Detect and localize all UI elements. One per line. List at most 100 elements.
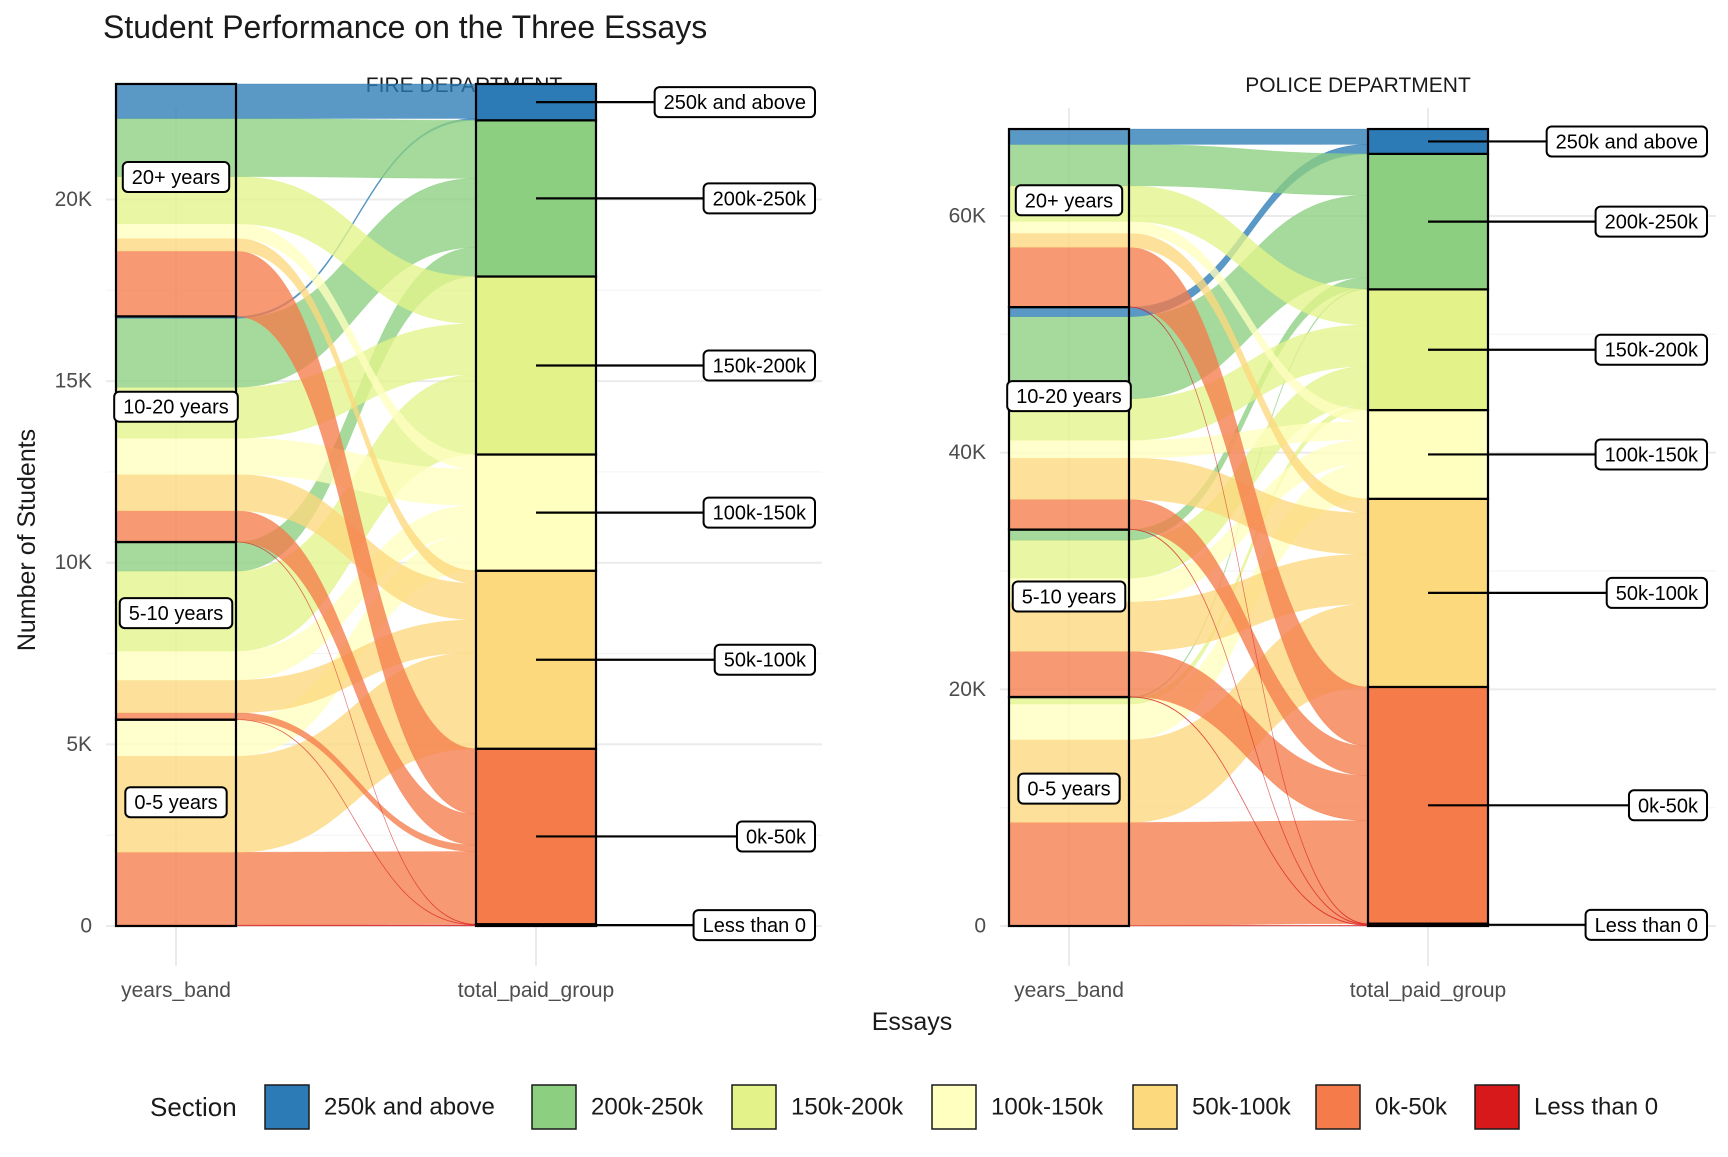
- label-150k-200k: 150k-200k: [702, 349, 816, 382]
- y-axis-label: Number of Students: [13, 429, 41, 651]
- label-10-20-years-box: [1006, 380, 1132, 413]
- strata-years-band: [114, 82, 238, 928]
- legend-swatch: [1132, 1084, 1178, 1130]
- label-100k-150k-box: [1594, 438, 1708, 471]
- legend-item-100k-150k: 100k-150k: [931, 1084, 1104, 1130]
- legend-swatch: [264, 1084, 310, 1130]
- label-less-than-0-text: Less than 0: [703, 915, 806, 937]
- legend-swatch: [1315, 1084, 1361, 1130]
- label-200k-250k-box: [702, 182, 816, 215]
- label-150k-200k-text: 150k-200k: [1605, 340, 1699, 362]
- x-tick-label: total_paid_group: [458, 979, 614, 1002]
- label-10-20-years: 10-20 years: [1006, 380, 1132, 413]
- label-20plus-years: 20+ years: [121, 160, 231, 193]
- label-250k-and-above: 250k and above: [653, 86, 816, 119]
- x-tick-label: total_paid_group: [1350, 979, 1506, 1002]
- y-tick-label: 5K: [66, 733, 92, 756]
- legend-label: 0k-50k: [1375, 1094, 1448, 1121]
- legend-label: 200k-250k: [591, 1094, 704, 1121]
- flow-20plus-years-to-250k-and-above: [1008, 128, 1369, 145]
- label-less-than-0-text: Less than 0: [1595, 915, 1698, 937]
- stratum-20plus-years: [1007, 127, 1131, 309]
- label-20plus-years-box: [121, 160, 231, 193]
- panel-title: POLICE DEPARTMENT: [1245, 74, 1471, 97]
- y-tick-label: 10K: [55, 551, 92, 574]
- label-10-20-years-text: 10-20 years: [1016, 386, 1122, 408]
- label-250k-and-above-box: [1545, 125, 1708, 158]
- label-0k-50k: 0k-50k: [735, 820, 816, 853]
- chart-title: Student Performance on the Three Essays: [103, 9, 707, 45]
- label-0-5-years-text: 0-5 years: [1027, 779, 1110, 801]
- legend: Section 250k and above 200k-250k 150k-200k 1…: [150, 1084, 1658, 1130]
- legend-item-50k-100k: 50k-100k: [1132, 1084, 1292, 1130]
- legend-label: 150k-200k: [791, 1094, 904, 1121]
- label-less-than-0-box: [1584, 908, 1708, 941]
- stratum-20plus-years: [114, 82, 238, 318]
- label-5-10-years-box: [118, 597, 234, 630]
- label-10-20-years: 10-20 years: [113, 390, 239, 423]
- label-150k-200k-box: [702, 349, 816, 382]
- label-100k-150k-text: 100k-150k: [1605, 444, 1699, 466]
- legend-label: 50k-100k: [1192, 1094, 1292, 1121]
- label-200k-250k-text: 200k-250k: [1605, 212, 1699, 234]
- legend-item-200k-250k: 200k-250k: [531, 1084, 704, 1130]
- label-100k-150k: 100k-150k: [702, 496, 816, 529]
- label-0-5-years-text: 0-5 years: [134, 792, 217, 814]
- label-0k-50k: 0k-50k: [1627, 789, 1708, 822]
- label-50k-100k: 50k-100k: [1605, 576, 1708, 609]
- label-250k-and-above-box: [653, 86, 816, 119]
- legend-title: Section: [150, 1092, 237, 1122]
- label-20plus-years-box: [1014, 184, 1124, 217]
- label-0k-50k-text: 0k-50k: [1638, 795, 1699, 817]
- label-less-than-0-box: [692, 909, 816, 942]
- legend-item-150k-200k: 150k-200k: [731, 1084, 904, 1130]
- strata-total-paid-group: [474, 82, 598, 928]
- label-less-than-0: Less than 0: [1584, 908, 1708, 941]
- label-150k-200k-box: [1594, 333, 1708, 366]
- label-50k-100k-box: [1605, 576, 1708, 609]
- y-tick-label: 0: [974, 915, 986, 938]
- label-200k-250k: 200k-250k: [1594, 205, 1708, 238]
- strata-years-band: [1007, 127, 1131, 928]
- y-tick-label: 15K: [55, 370, 92, 393]
- y-tick-label: 0: [80, 915, 92, 938]
- label-150k-200k-text: 150k-200k: [713, 355, 807, 377]
- legend-item-less-than-0: Less than 0: [1474, 1084, 1658, 1130]
- label-5-10-years: 5-10 years: [1011, 580, 1127, 613]
- label-5-10-years-text: 5-10 years: [129, 603, 224, 625]
- label-10-20-years-text: 10-20 years: [123, 397, 229, 419]
- legend-swatch: [531, 1084, 577, 1130]
- legend-label: 250k and above: [324, 1094, 495, 1121]
- label-0k-50k-text: 0k-50k: [746, 826, 807, 848]
- label-50k-100k-text: 50k-100k: [1616, 583, 1699, 605]
- flow-20plus-years-to-250k-and-above: [115, 83, 477, 119]
- label-100k-150k-text: 100k-150k: [713, 503, 807, 525]
- y-tick-label: 40K: [949, 441, 986, 464]
- label-50k-100k: 50k-100k: [713, 643, 816, 676]
- label-100k-150k: 100k-150k: [1594, 438, 1708, 471]
- label-0-5-years-box: [124, 786, 228, 819]
- x-tick-label: years_band: [1014, 979, 1124, 1002]
- flow-0-5-years-to-0k-50k: [115, 851, 477, 926]
- label-50k-100k-box: [713, 643, 816, 676]
- label-200k-250k: 200k-250k: [702, 182, 816, 215]
- y-tick-label: 60K: [949, 205, 986, 228]
- label-150k-200k: 150k-200k: [1594, 333, 1708, 366]
- y-tick-label: 20K: [55, 188, 92, 211]
- label-250k-and-above-text: 250k and above: [664, 92, 806, 114]
- legend-item-250k-and-above: 250k and above: [264, 1084, 495, 1130]
- x-tick-label: years_band: [121, 979, 231, 1002]
- legend-label: 100k-150k: [991, 1094, 1104, 1121]
- label-0k-50k-box: [735, 820, 816, 853]
- label-250k-and-above-text: 250k and above: [1556, 131, 1698, 153]
- label-less-than-0: Less than 0: [692, 909, 816, 942]
- label-200k-250k-text: 200k-250k: [713, 188, 807, 210]
- y-tick-label: 20K: [949, 678, 986, 701]
- legend-label: Less than 0: [1534, 1094, 1658, 1121]
- panel-fire-department: 05K10K15K20KFIRE DEPARTMENTyears_bandtot…: [55, 74, 822, 1002]
- label-0k-50k-box: [1627, 789, 1708, 822]
- label-200k-250k-box: [1594, 205, 1708, 238]
- panel-police-department: 0 20K 40K 60K POLICE DEPARTMENT years_band tot…: [949, 74, 1716, 1002]
